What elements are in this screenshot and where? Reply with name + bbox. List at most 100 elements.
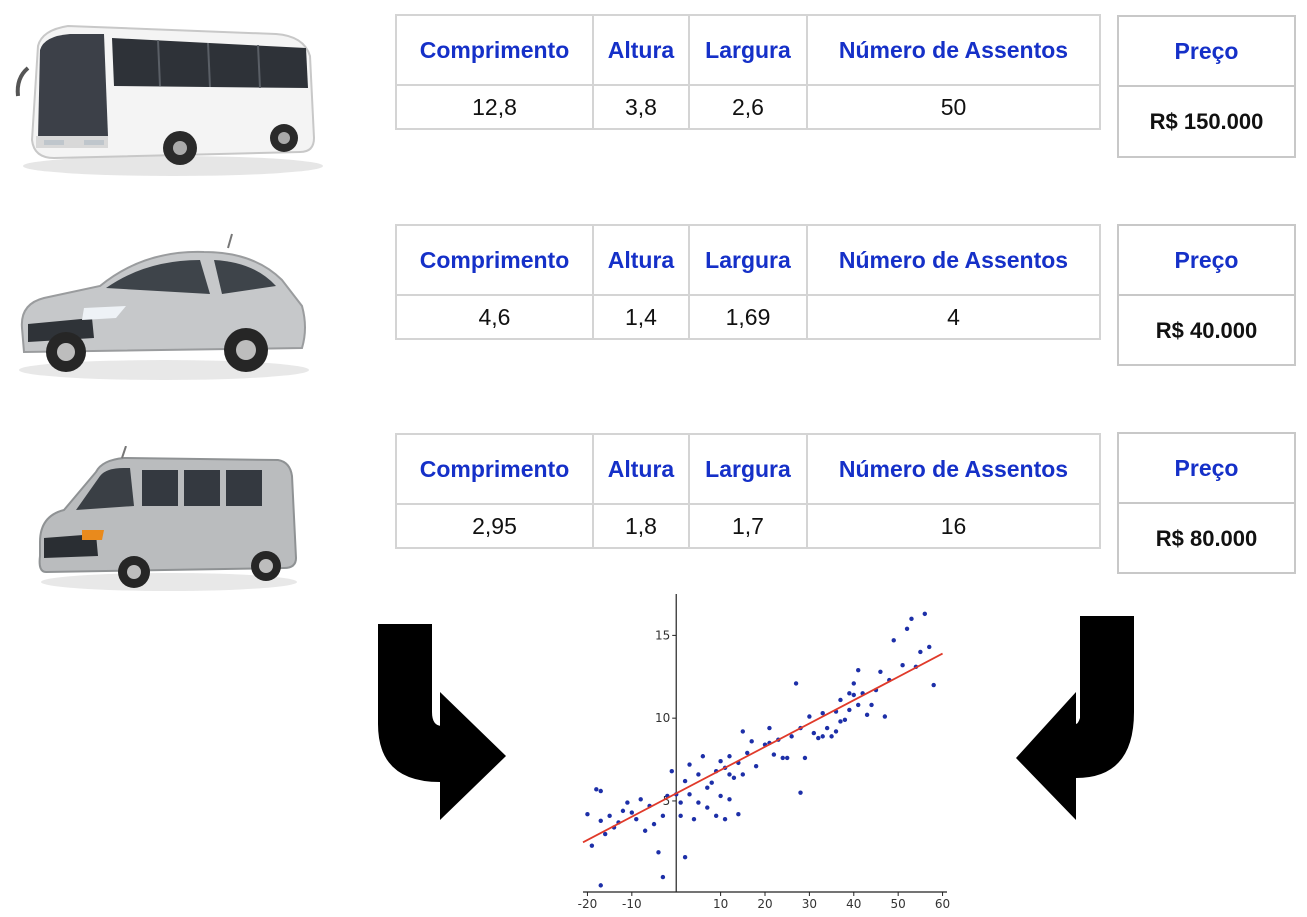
data-point [660,874,666,880]
data-point [856,667,861,673]
data-point [713,813,719,819]
value-altura: 1,4 [592,294,690,340]
data-point [847,691,852,696]
data-point [740,729,746,734]
value-comprimento: 4,6 [395,294,594,340]
price-value: R$ 40.000 [1155,318,1258,343]
data-point [882,714,888,719]
data-point [780,755,785,761]
data-point [820,734,825,739]
value-largura: 1,69 [688,294,808,340]
data-point [731,775,737,780]
value-comprimento: 12,8 [395,84,594,130]
price-box-car: Preço R$ 40.000 [1117,224,1296,366]
header-largura: Largura [688,224,808,296]
y-tick-label: 10 [655,711,670,725]
curved-arrow-right-icon [378,624,506,820]
price-box-van: Preço R$ 80.000 [1117,432,1296,574]
header-numero-assentos: Número de Assentos [806,14,1101,86]
data-point [824,725,830,731]
data-point [682,778,688,784]
data-point [851,681,856,686]
x-tick-label: 40 [846,897,861,911]
value-comprimento: 2,95 [395,503,594,549]
value-altura: 3,8 [592,84,690,130]
data-point [749,739,754,744]
bus-icon [15,24,323,176]
data-point [931,682,936,688]
data-point [656,850,661,855]
data-point [771,752,777,757]
data-point [696,772,701,777]
data-point [878,669,883,675]
header-comprimento: Comprimento [395,433,594,505]
header-altura: Altura [592,433,690,505]
data-point [651,821,657,827]
header-largura: Largura [688,433,808,505]
data-point [838,719,843,724]
data-point [798,790,803,795]
data-point [705,785,710,790]
data-point [700,754,706,759]
curved-arrow-left-icon [1016,616,1134,820]
data-point [816,735,821,741]
header-altura: Altura [592,224,690,296]
header-comprimento: Comprimento [395,224,594,296]
value-altura: 1,8 [592,503,690,549]
specs-table-van: Comprimento Altura Largura Número de Ass… [395,433,1101,549]
value-largura: 1,7 [688,503,808,549]
data-point [727,754,732,759]
value-largura: 2,6 [688,84,808,130]
data-point [918,649,923,655]
x-tick-label: 20 [757,897,772,911]
data-point [847,707,852,713]
price-label: Preço [1119,226,1294,296]
header-numero-assentos: Número de Assentos [806,224,1101,296]
data-point [842,717,848,723]
x-tick-label: -20 [578,897,598,911]
x-tick-label: 30 [802,897,817,911]
data-point [625,800,630,805]
data-point [864,712,870,718]
value-numero-assentos: 50 [806,84,1101,130]
data-point [740,772,746,777]
data-point [598,788,603,794]
data-point [727,797,732,802]
van-icon [38,446,298,591]
data-point [607,813,612,819]
data-point [833,729,839,734]
data-point [691,816,697,822]
data-point [598,883,603,888]
data-point [891,638,896,643]
data-point [634,816,639,822]
data-point [927,644,932,650]
data-point [678,800,683,805]
data-point [682,855,688,860]
specs-table-bus: Comprimento Altura Largura Número de Ass… [395,14,1101,130]
data-point [629,810,635,815]
y-tick-label: 5 [663,794,671,808]
data-point [589,843,595,848]
value-numero-assentos: 4 [806,294,1101,340]
header-altura: Altura [592,14,690,86]
data-point [705,805,710,810]
regression-line [582,652,943,844]
data-point [669,768,674,774]
data-point [856,702,861,708]
data-point [722,816,728,822]
data-point [687,762,692,767]
data-point [869,702,874,708]
data-point [802,755,808,761]
x-tick-label: 60 [935,897,950,911]
data-point [793,681,799,686]
price-box-bus: Preço R$ 150.000 [1117,15,1296,158]
price-label: Preço [1119,17,1294,87]
header-comprimento: Comprimento [395,14,594,86]
x-tick-label: 10 [713,897,728,911]
data-point [922,611,928,617]
data-point [709,780,714,785]
price-value: R$ 80.000 [1155,526,1258,551]
data-point [718,793,723,799]
data-point [851,692,856,698]
y-tick-label: 15 [655,628,670,642]
